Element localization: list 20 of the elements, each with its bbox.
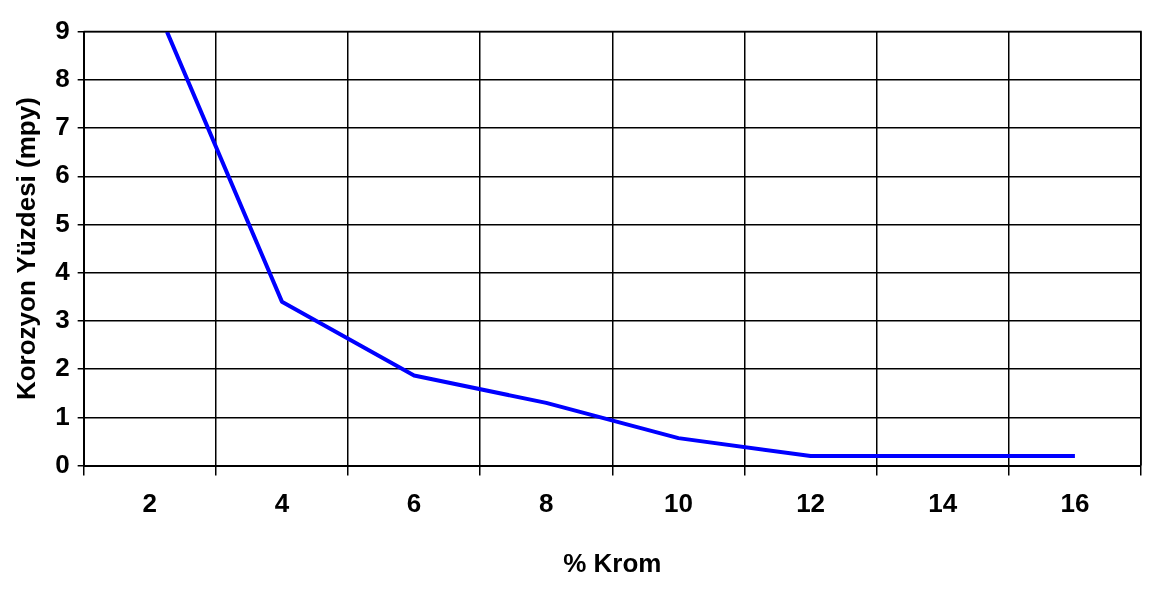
y-tick-label: 1 — [55, 400, 70, 431]
y-tick-label: 3 — [55, 304, 70, 335]
y-axis-title: Korozyon Yüzdesi (mpy) — [10, 97, 41, 401]
x-tick-label: 8 — [539, 488, 554, 519]
y-tick-label: 0 — [55, 448, 70, 479]
y-tick-label: 8 — [55, 62, 70, 93]
x-tick-label: 12 — [796, 488, 826, 519]
x-tick-label: 2 — [142, 488, 157, 519]
y-tick-label: 5 — [55, 207, 70, 238]
x-axis-title: % Krom — [563, 547, 662, 578]
y-tick-label: 2 — [55, 352, 70, 383]
y-tick-label: 9 — [55, 14, 70, 45]
x-tick-label: 4 — [274, 488, 290, 519]
x-tick-label: 16 — [1060, 488, 1090, 519]
y-tick-label: 4 — [55, 255, 71, 286]
x-tick-label: 10 — [663, 488, 693, 519]
y-tick-label: 6 — [55, 159, 70, 190]
y-tick-label: 7 — [55, 111, 70, 142]
x-tick-label: 14 — [928, 488, 958, 519]
x-tick-label: 6 — [406, 488, 422, 519]
